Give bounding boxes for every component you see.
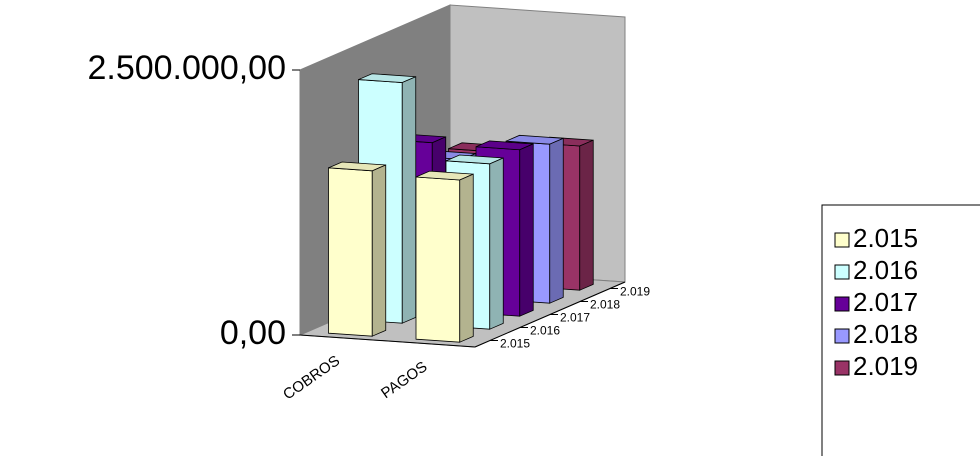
bar-side <box>579 139 594 291</box>
bar-front <box>328 167 373 337</box>
x-tick-label: PAGOS <box>378 358 431 402</box>
y-tick-label: 0,00 <box>220 314 286 352</box>
legend-label: 2.015 <box>853 223 918 253</box>
x-tick-label: COBROS <box>280 352 343 403</box>
depth-tick-label: 2.019 <box>620 285 650 299</box>
bar-side <box>371 164 387 337</box>
depth-tick-label: 2.018 <box>590 298 620 312</box>
bar-front <box>415 176 461 343</box>
legend-label: 2.016 <box>853 255 918 285</box>
legend-swatch <box>834 296 850 312</box>
legend-swatch <box>834 360 850 376</box>
legend-label: 2.017 <box>853 287 918 317</box>
depth-tick-label: 2.015 <box>500 337 530 351</box>
legend-swatch <box>834 264 850 280</box>
bar-side <box>549 137 564 304</box>
bar-side <box>489 157 504 330</box>
legend-swatch <box>834 232 850 248</box>
legend-swatch <box>834 328 850 344</box>
depth-tick-label: 2.016 <box>530 324 560 338</box>
x-axis <box>299 334 476 348</box>
depth-tick-label: 2.017 <box>560 311 590 325</box>
y-tick-label: 2.500.000,00 <box>87 49 286 87</box>
legend-label: 2.019 <box>853 351 918 381</box>
bar-side <box>519 143 534 317</box>
bar-side <box>401 76 417 324</box>
bar-side <box>459 173 474 343</box>
legend-label: 2.018 <box>853 319 918 349</box>
